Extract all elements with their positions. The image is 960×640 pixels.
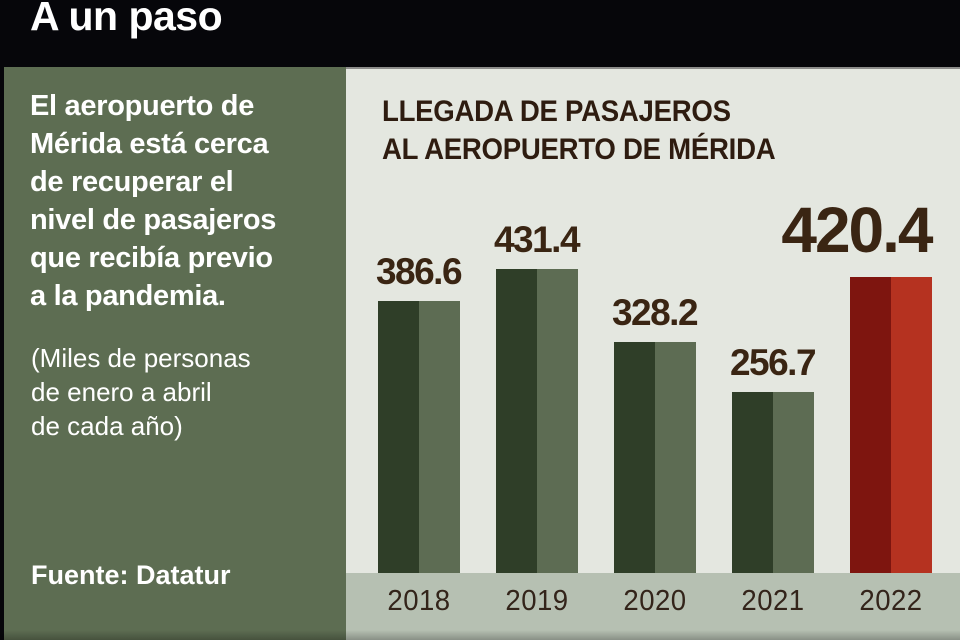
- bar-value-2021: 256.7: [729, 342, 817, 383]
- description-text: El aeropuerto de Mérida está cerca de re…: [30, 90, 277, 312]
- bar-value-2018: 386.6: [375, 251, 463, 292]
- axis-label-2021: 2021: [740, 585, 805, 617]
- chart-panel: LLEGADA DE PASAJEROS AL AEROPUERTO DE MÉ…: [346, 67, 960, 640]
- bar-value-2019: 431.4: [493, 219, 581, 260]
- bar-2021: [731, 392, 814, 573]
- bar-group-2021: 256.7: [683, 69, 863, 573]
- unit-note: (Miles de personas de enero a abril de c…: [31, 343, 251, 441]
- axis-label-2020: 2020: [622, 585, 687, 617]
- x-axis: 2018 2019 2020 2021 2022: [346, 573, 960, 640]
- bar-2022: [849, 277, 932, 573]
- chart-title: LLEGADA DE PASAJEROS AL AEROPUERTO DE MÉ…: [382, 95, 776, 166]
- axis-label-2018: 2018: [386, 585, 451, 617]
- bar-2018: [377, 301, 460, 573]
- source-credit: Fuente: Datatur: [31, 560, 231, 590]
- bar-group-2019: 431.4: [447, 69, 627, 573]
- bar-group-2022: 420.4: [781, 69, 960, 573]
- page-title: A un paso: [30, 0, 223, 40]
- axis-label-2022: 2022: [858, 585, 923, 617]
- bar-group-2018: 386.6: [329, 69, 509, 573]
- bar-2020: [613, 342, 696, 573]
- axis-label-2019: 2019: [504, 585, 569, 617]
- header: A un paso: [0, 0, 960, 67]
- bar-value-2020: 328.2: [611, 292, 699, 333]
- bar-plot: 386.6 431.4 328.2 256.7 420.4: [346, 69, 960, 573]
- bar-2019: [495, 269, 578, 573]
- bar-group-2020: 328.2: [565, 69, 745, 573]
- sidebar: El aeropuerto de Mérida está cerca de re…: [4, 67, 346, 640]
- bar-value-2022: 420.4: [781, 194, 933, 266]
